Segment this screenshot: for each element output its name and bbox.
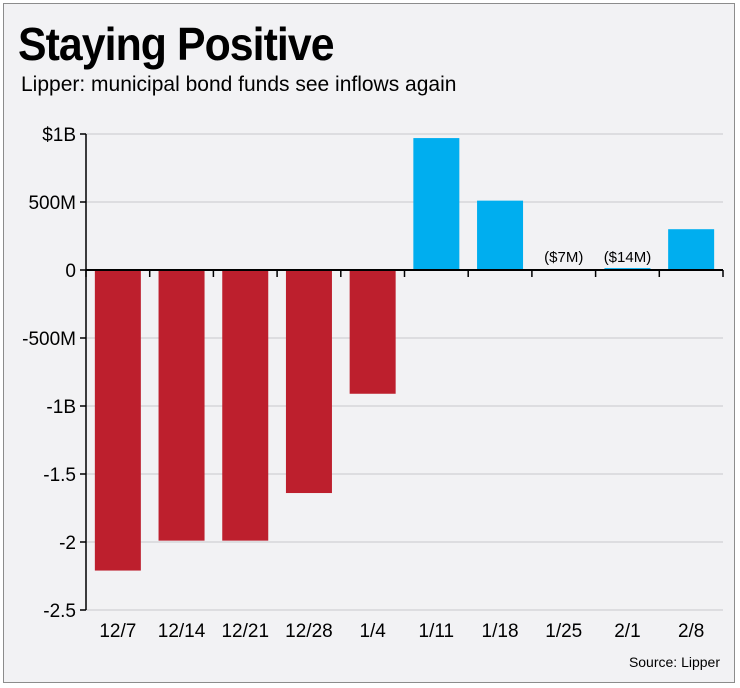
data-label: ($7M) — [544, 249, 583, 266]
x-tick-label: 2/1 — [614, 621, 640, 642]
x-tick-label: 1/11 — [419, 621, 455, 642]
bar — [413, 138, 460, 270]
y-tick-label: 0 — [65, 261, 76, 282]
source-note: Source: Lipper — [628, 654, 720, 670]
y-tick-label: -2.5 — [43, 601, 76, 622]
y-tick-label: $1B — [42, 125, 76, 146]
bar — [668, 229, 715, 270]
bar — [94, 270, 141, 571]
chart-title: Staying Positive — [18, 18, 335, 70]
x-tick-label: 1/4 — [359, 621, 386, 642]
y-tick-label: 500M — [28, 193, 76, 214]
x-tick-label: 12/14 — [158, 621, 206, 642]
bar — [222, 270, 269, 541]
x-tick-label: 1/18 — [482, 621, 519, 642]
x-tick-label: 12/28 — [285, 621, 333, 642]
bar — [285, 270, 332, 494]
bar — [349, 270, 396, 394]
x-tick-label: 12/7 — [99, 621, 136, 642]
data-label: ($14M) — [604, 249, 652, 266]
y-tick-label: -1.5 — [43, 465, 76, 486]
y-tick-label: -1B — [46, 397, 76, 418]
x-tick-label: 12/21 — [221, 621, 269, 642]
y-tick-label: -500M — [22, 329, 76, 350]
bar — [158, 270, 205, 541]
x-tick-label: 1/25 — [545, 621, 582, 642]
y-tick-label: -2 — [59, 533, 76, 554]
bar — [477, 200, 524, 270]
x-tick-label: 2/8 — [678, 621, 704, 642]
chart-subtitle: Lipper: municipal bond funds see inflows… — [21, 73, 457, 96]
